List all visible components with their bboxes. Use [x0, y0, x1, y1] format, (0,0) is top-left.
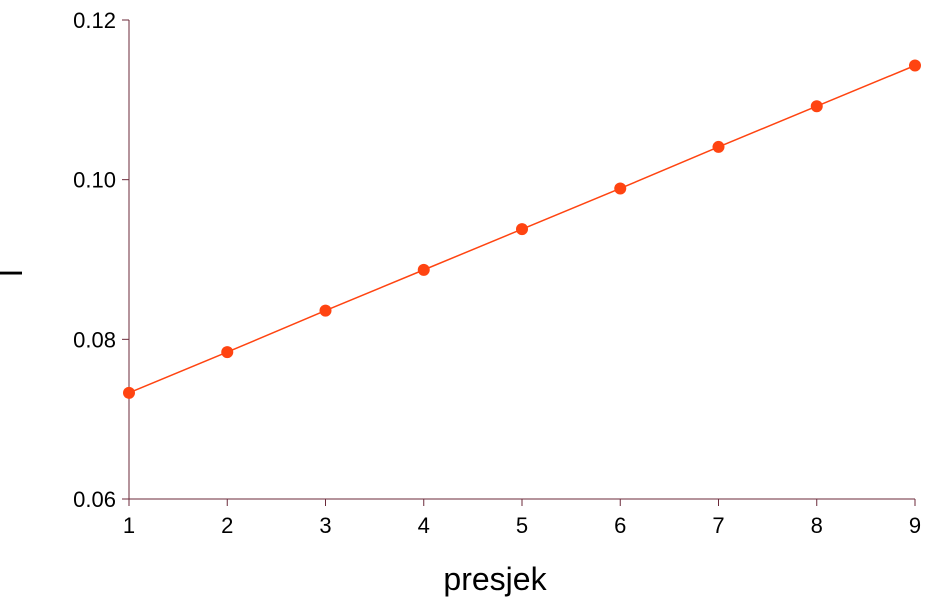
data-point — [417, 263, 430, 276]
y-ticks: 0.06 0.08 0.10 0.12 — [73, 8, 129, 512]
data-point — [810, 100, 823, 113]
data-point — [614, 182, 627, 195]
data-point — [909, 59, 921, 72]
x-ticks: 1 2 3 4 5 6 7 8 9 — [123, 499, 921, 538]
x-tick-label: 9 — [909, 513, 921, 538]
x-tick-label: 6 — [614, 513, 626, 538]
y-tick-label: 0.06 — [73, 487, 116, 512]
x-tick-label: 7 — [712, 513, 724, 538]
data-point — [712, 140, 725, 153]
y-tick-label: 0.08 — [73, 327, 116, 352]
x-tick-label: 1 — [123, 513, 135, 538]
x-tick-label: 4 — [418, 513, 430, 538]
data-point — [221, 346, 234, 359]
x-tick-label: 3 — [319, 513, 331, 538]
axes — [128, 20, 915, 500]
y-tick-label: 0.12 — [73, 8, 116, 33]
series — [123, 59, 921, 399]
data-point — [516, 223, 528, 236]
y-tick-label: 0.10 — [73, 168, 116, 193]
x-axis-title: presjek — [443, 561, 547, 597]
data-point — [319, 304, 332, 317]
data-point — [123, 386, 135, 399]
x-tick-label: 8 — [811, 513, 823, 538]
x-tick-label: 5 — [516, 513, 528, 538]
x-tick-label: 2 — [221, 513, 233, 538]
y-axis-title: I — [0, 269, 29, 278]
